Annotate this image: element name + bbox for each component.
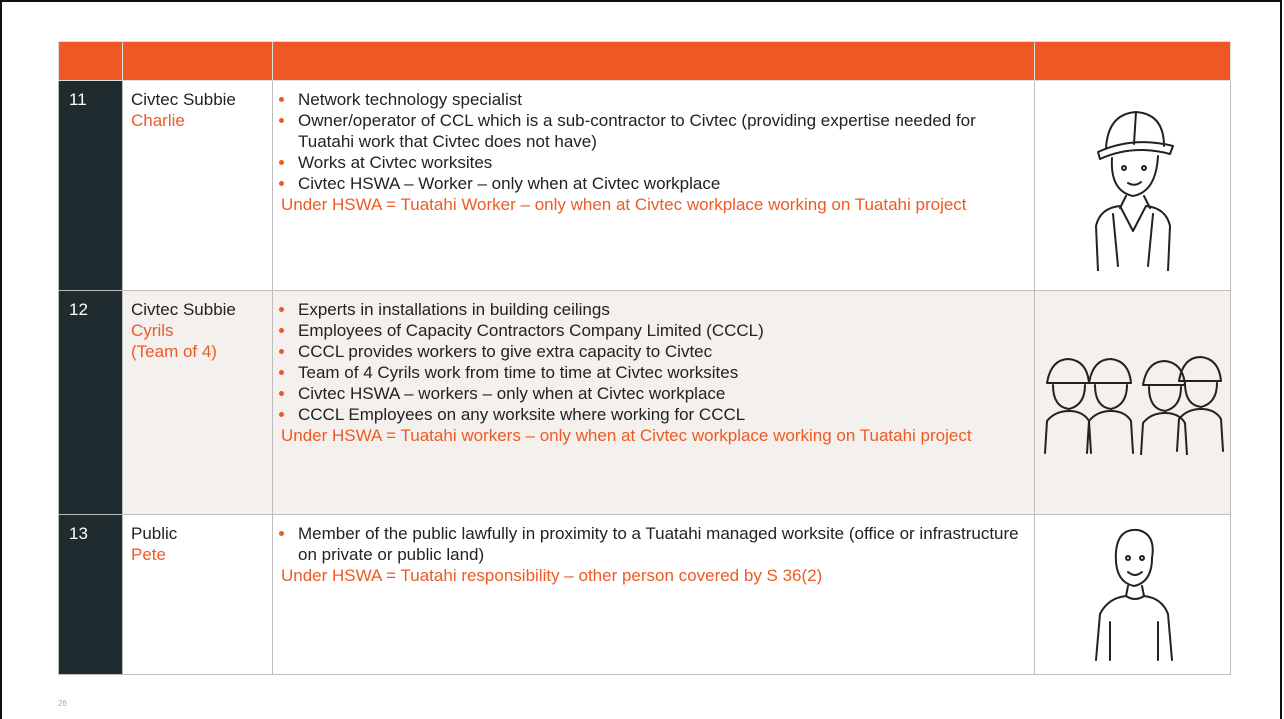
persona-name: Pete [131,545,166,564]
persona-name: (Team of 4) [131,342,217,361]
public-illustration [1094,528,1173,661]
illustration-cell [1034,514,1231,675]
bullet: Civtec HSWA – Worker – only when at Civt… [296,173,1026,194]
illustration-cell [1034,80,1231,291]
hswa-note: Under HSWA = Tuatahi responsibility – ot… [281,566,823,585]
bullet: Member of the public lawfully in proximi… [296,523,1026,565]
persona-name: Cyrils [131,321,174,340]
bullet: CCCL provides workers to give extra capa… [296,341,1026,362]
bullet: Network technology specialist [296,89,1026,110]
team-illustration [1044,356,1224,456]
bullet: Experts in installations in building cei… [296,299,1026,320]
page-number: 26 [58,699,67,708]
role: Civtec Subbie [131,300,236,319]
bullet: CCCL Employees on any worksite where wor… [296,404,1026,425]
bullet: Owner/operator of CCL which is a sub-con… [296,110,1026,152]
role: Civtec Subbie [131,90,236,109]
description-cell: Experts in installations in building cei… [272,290,1035,515]
row-number: 13 [58,514,123,675]
persona-name: Charlie [131,111,185,130]
role-cell: Civtec Subbie Cyrils (Team of 4) [122,290,273,515]
bullet-list: Member of the public lawfully in proximi… [281,523,1026,565]
row-number: 12 [58,290,123,515]
hswa-note: Under HSWA = Tuatahi Worker – only when … [281,195,967,214]
bullet: Works at Civtec worksites [296,152,1026,173]
bullet: Employees of Capacity Contractors Compan… [296,320,1026,341]
table-row: 13 Public Pete Member of the public lawfull… [58,514,1231,675]
description-cell: Member of the public lawfully in proximi… [272,514,1035,675]
bullet: Civtec HSWA – workers – only when at Civ… [296,383,1026,404]
hswa-note: Under HSWA = Tuatahi workers – only when… [281,426,972,445]
role-cell: Public Pete [122,514,273,675]
illustration-cell [1034,290,1231,515]
worker-illustration [1094,110,1174,272]
role-cell: Civtec Subbie Charlie [122,80,273,291]
bullet-list: Network technology specialistOwner/opera… [281,89,1026,194]
header-row [58,41,1231,81]
role: Public [131,524,178,543]
table-row: 11 Civtec Subbie Charlie Network technology… [58,80,1231,291]
description-cell: Network technology specialistOwner/opera… [272,80,1035,291]
bullet: Team of 4 Cyrils work from time to time … [296,362,1026,383]
roles-table: 11 Civtec Subbie Charlie Network technology… [58,41,1231,675]
bullet-list: Experts in installations in building cei… [281,299,1026,425]
row-number: 11 [58,80,123,291]
table-row: 12 Civtec Subbie Cyrils (Team of 4) Experts … [58,290,1231,515]
